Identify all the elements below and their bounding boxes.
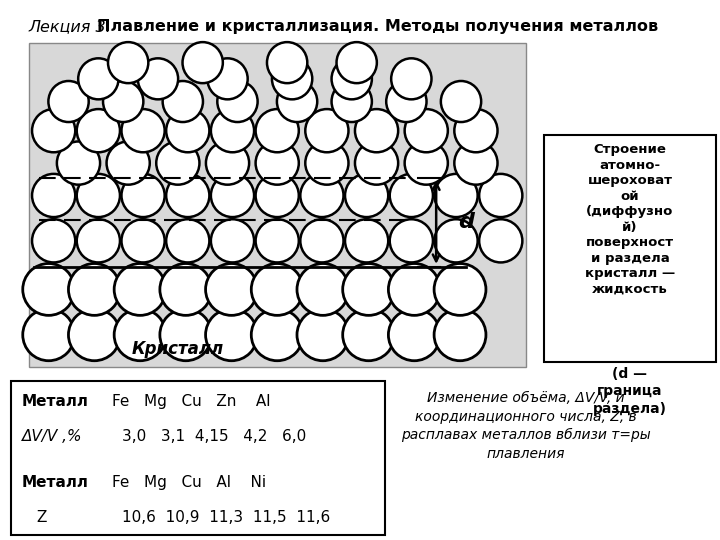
Ellipse shape bbox=[122, 109, 165, 152]
Ellipse shape bbox=[114, 309, 166, 361]
Ellipse shape bbox=[343, 309, 395, 361]
Ellipse shape bbox=[163, 81, 203, 122]
Ellipse shape bbox=[345, 174, 388, 217]
Ellipse shape bbox=[166, 174, 210, 217]
Ellipse shape bbox=[114, 264, 166, 315]
Ellipse shape bbox=[211, 109, 254, 152]
Ellipse shape bbox=[355, 109, 398, 152]
Ellipse shape bbox=[78, 58, 119, 99]
Ellipse shape bbox=[300, 219, 343, 262]
Ellipse shape bbox=[390, 219, 433, 262]
Ellipse shape bbox=[211, 174, 254, 217]
Ellipse shape bbox=[331, 58, 372, 99]
Ellipse shape bbox=[272, 58, 312, 99]
Ellipse shape bbox=[77, 174, 120, 217]
Text: 3,0   3,1  4,15   4,2   6,0: 3,0 3,1 4,15 4,2 6,0 bbox=[122, 429, 307, 444]
Ellipse shape bbox=[68, 309, 120, 361]
Ellipse shape bbox=[77, 109, 120, 152]
Ellipse shape bbox=[108, 42, 148, 83]
Ellipse shape bbox=[480, 174, 523, 217]
Ellipse shape bbox=[405, 109, 448, 152]
Ellipse shape bbox=[405, 141, 448, 185]
Ellipse shape bbox=[256, 141, 299, 185]
Text: Изменение объёма, ΔV/V, и
координационного числа, Z, в
расплавах металлов вблизи: Изменение объёма, ΔV/V, и координационно… bbox=[401, 392, 650, 461]
Ellipse shape bbox=[211, 219, 254, 262]
Text: Z: Z bbox=[36, 510, 46, 525]
Ellipse shape bbox=[297, 309, 348, 361]
Ellipse shape bbox=[160, 309, 212, 361]
Text: (d —
граница
раздела): (d — граница раздела) bbox=[593, 367, 667, 416]
Ellipse shape bbox=[388, 264, 440, 315]
Text: Металл: Металл bbox=[22, 475, 89, 490]
Ellipse shape bbox=[48, 81, 89, 122]
Ellipse shape bbox=[297, 264, 348, 315]
Ellipse shape bbox=[77, 219, 120, 262]
Text: Кристалл: Кристалл bbox=[132, 340, 224, 359]
Ellipse shape bbox=[256, 174, 299, 217]
Ellipse shape bbox=[138, 58, 178, 99]
Ellipse shape bbox=[183, 42, 223, 83]
Ellipse shape bbox=[251, 264, 303, 315]
Ellipse shape bbox=[103, 81, 143, 122]
Ellipse shape bbox=[345, 219, 388, 262]
Ellipse shape bbox=[454, 109, 498, 152]
Ellipse shape bbox=[207, 58, 248, 99]
Text: d: d bbox=[458, 212, 474, 232]
Ellipse shape bbox=[441, 81, 481, 122]
Text: Лекция 3.: Лекция 3. bbox=[29, 19, 117, 34]
Ellipse shape bbox=[277, 81, 318, 122]
Ellipse shape bbox=[343, 264, 395, 315]
Ellipse shape bbox=[434, 264, 486, 315]
Ellipse shape bbox=[480, 219, 523, 262]
Ellipse shape bbox=[355, 141, 398, 185]
Ellipse shape bbox=[206, 309, 258, 361]
Ellipse shape bbox=[57, 141, 100, 185]
Ellipse shape bbox=[23, 264, 75, 315]
Ellipse shape bbox=[122, 219, 165, 262]
Ellipse shape bbox=[23, 309, 75, 361]
Ellipse shape bbox=[454, 141, 498, 185]
Ellipse shape bbox=[305, 141, 348, 185]
Text: Fe   Mg   Cu   Al    Ni: Fe Mg Cu Al Ni bbox=[112, 475, 266, 490]
Text: Fe   Mg   Cu   Zn    Al: Fe Mg Cu Zn Al bbox=[112, 394, 270, 409]
Ellipse shape bbox=[434, 219, 477, 262]
Ellipse shape bbox=[206, 141, 249, 185]
Ellipse shape bbox=[217, 81, 258, 122]
Text: Металл: Металл bbox=[22, 394, 89, 409]
Ellipse shape bbox=[434, 174, 477, 217]
Ellipse shape bbox=[156, 141, 199, 185]
Ellipse shape bbox=[305, 109, 348, 152]
Ellipse shape bbox=[32, 174, 76, 217]
Ellipse shape bbox=[434, 309, 486, 361]
Text: Строение
атомно-
шероховат
ой
(диффузно
й)
поверхност
и раздела
кристалл —
жидко: Строение атомно- шероховат ой (диффузно … bbox=[585, 143, 675, 295]
Ellipse shape bbox=[166, 109, 210, 152]
FancyBboxPatch shape bbox=[29, 43, 526, 367]
Text: Плавление и кристаллизация. Методы получения металлов: Плавление и кристаллизация. Методы получ… bbox=[97, 19, 659, 34]
FancyBboxPatch shape bbox=[544, 135, 716, 362]
Ellipse shape bbox=[32, 109, 76, 152]
Ellipse shape bbox=[251, 309, 303, 361]
Ellipse shape bbox=[256, 219, 299, 262]
Ellipse shape bbox=[300, 174, 343, 217]
Ellipse shape bbox=[336, 42, 377, 83]
Ellipse shape bbox=[206, 264, 258, 315]
Ellipse shape bbox=[386, 81, 426, 122]
Ellipse shape bbox=[390, 174, 433, 217]
Ellipse shape bbox=[267, 42, 307, 83]
Ellipse shape bbox=[107, 141, 150, 185]
Ellipse shape bbox=[256, 109, 299, 152]
Ellipse shape bbox=[391, 58, 431, 99]
Text: ΔV/V ,%: ΔV/V ,% bbox=[22, 429, 82, 444]
Ellipse shape bbox=[331, 81, 372, 122]
Ellipse shape bbox=[166, 219, 210, 262]
Ellipse shape bbox=[388, 309, 440, 361]
Text: 10,6  10,9  11,3  11,5  11,6: 10,6 10,9 11,3 11,5 11,6 bbox=[122, 510, 330, 525]
Ellipse shape bbox=[160, 264, 212, 315]
Ellipse shape bbox=[32, 219, 76, 262]
Ellipse shape bbox=[68, 264, 120, 315]
FancyBboxPatch shape bbox=[11, 381, 385, 535]
Ellipse shape bbox=[122, 174, 165, 217]
